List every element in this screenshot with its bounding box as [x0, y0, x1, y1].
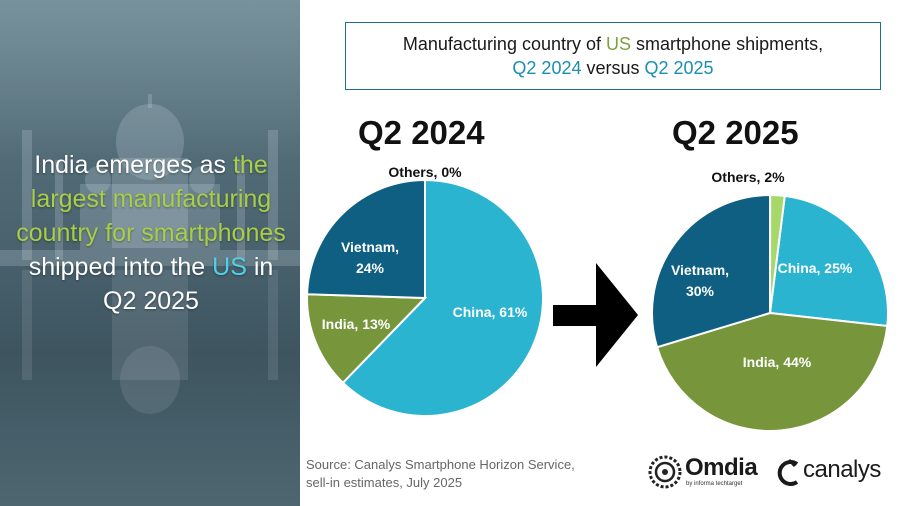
hero-headline: India emerges as the largest manufacturi…: [10, 148, 292, 318]
pie-label-others: Others, 2%: [711, 169, 785, 185]
source-line-1: Source: Canalys Smartphone Horizon Servi…: [306, 457, 575, 472]
source-line-2: sell-in estimates, July 2025: [306, 475, 463, 490]
title-us: US: [606, 34, 632, 54]
omdia-logo-subtext: by informa techtarget: [686, 481, 743, 487]
hero-text-part: shipped into the: [28, 253, 213, 281]
pie-slice-india: [655, 311, 889, 432]
pie-title-2024: Q2 2024: [358, 114, 485, 151]
pie-slice-vietnam: [651, 193, 772, 349]
title-line-1: Manufacturing country of US smartphone s…: [346, 32, 880, 56]
pie-chart-2024: China, 61% India, 13% Vietnam, 24% Others, 0…: [306, 164, 544, 417]
logos: Omdia by informa techtarget canalys: [645, 452, 895, 496]
pie-title-2025: Q2 2025: [672, 114, 799, 151]
omdia-logo-text: Omdia: [685, 454, 758, 481]
title-text: smartphone shipments,: [631, 34, 824, 54]
pie-label-india: India, 44%: [743, 354, 812, 370]
hero-panel: India emerges as the largest manufacturi…: [0, 0, 300, 506]
title-q1: Q2 2024: [512, 58, 582, 78]
source-note: Source: Canalys Smartphone Horizon Servi…: [306, 456, 575, 492]
hero-highlight-blue: US: [212, 253, 247, 281]
hero-sky: [0, 0, 300, 160]
pie-slice-vietnam: [306, 178, 426, 300]
hero-text-part: in Q2 2025: [103, 253, 274, 315]
title-text: versus: [581, 58, 645, 78]
pie-slice-india: [306, 293, 428, 385]
pie-label-china: China, 25%: [778, 260, 853, 276]
pie-label-india: India, 13%: [322, 316, 391, 332]
hero-text-part: India emerges as: [34, 151, 233, 179]
pie-label-others: Others, 0%: [388, 164, 462, 180]
hero-highlight-green: the largest manufacturing country for sm…: [16, 151, 286, 247]
taj-mahal-silhouette: [0, 94, 300, 414]
title-text: Manufacturing country of: [402, 34, 606, 54]
pie-slice-china: [341, 178, 544, 417]
title-q2: Q2 2025: [644, 58, 714, 78]
title-line-2: Q2 2024 versus Q2 2025: [346, 56, 880, 80]
pie-label-vietnam: Vietnam, 24%: [341, 239, 399, 276]
canalys-logo-text: canalys: [803, 456, 881, 483]
pie-label-vietnam: Vietnam, 30%: [671, 262, 729, 299]
pie-label-china: China, 61%: [453, 304, 528, 320]
chart-title-box: Manufacturing country of US smartphone s…: [345, 22, 881, 90]
canalys-logo-icon: [777, 458, 799, 486]
right-arrow-icon: [553, 263, 638, 367]
pie-chart-2025: China, 25% India, 44% Vietnam, 30% Others, 2…: [651, 169, 889, 432]
pie-slice-others: [769, 193, 786, 314]
omdia-logo-icon: [648, 455, 682, 489]
pie-slice-china: [768, 194, 889, 328]
